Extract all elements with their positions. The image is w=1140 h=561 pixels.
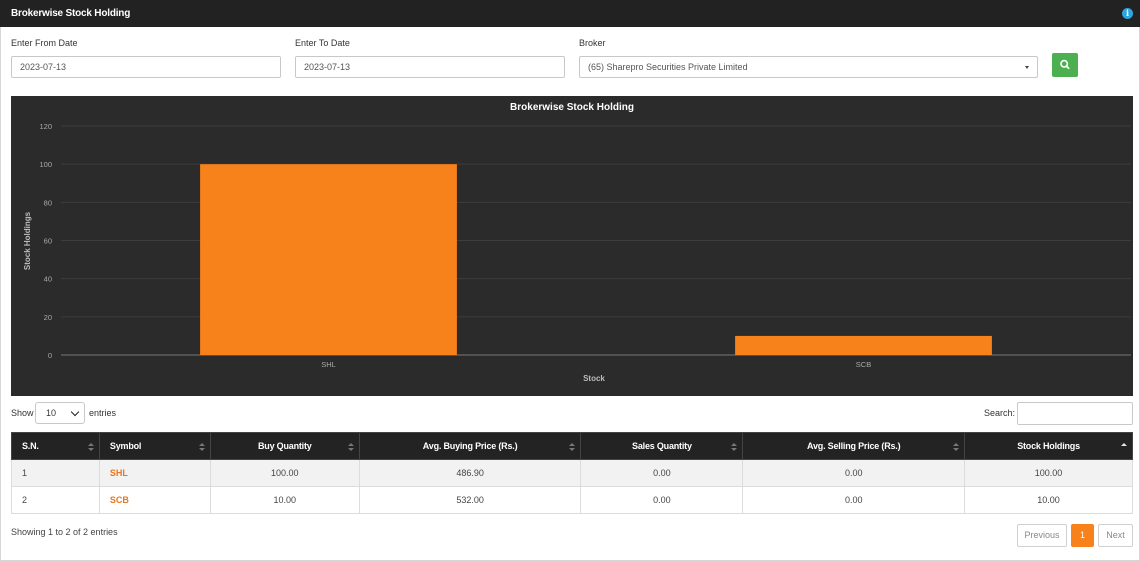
cell-stock-holdings: 10.00 — [964, 486, 1133, 514]
cell-avg-buying-price: 532.00 — [358, 486, 582, 514]
to-date-input[interactable]: 2023-07-13 — [295, 56, 565, 78]
table-search-input[interactable] — [1017, 402, 1133, 425]
y-tick-label: 60 — [44, 237, 52, 246]
column-header-avg-selling-price[interactable]: Avg. Selling Price (Rs.) — [742, 432, 966, 460]
x-axis-label: Stock — [583, 374, 605, 383]
cell-sn: 1 — [11, 459, 100, 487]
entries-select[interactable]: 10 — [35, 402, 85, 424]
entries-select-value: 10 — [46, 408, 57, 418]
cell-sales-quantity: 0.00 — [580, 459, 744, 487]
show-label: Show — [11, 408, 34, 418]
cell-sn: 2 — [11, 486, 100, 514]
sort-asc-icon — [1121, 443, 1127, 452]
broker-select[interactable]: (65) Sharepro Securities Private Limited — [579, 56, 1038, 78]
sort-icon — [198, 443, 205, 452]
column-header-sales-quantity[interactable]: Sales Quantity — [580, 432, 744, 460]
search-label: Search: — [984, 408, 1016, 418]
page-1-button[interactable]: 1 — [1071, 524, 1094, 547]
chart-title: Brokerwise Stock Holding — [510, 102, 634, 113]
caret-down-icon — [1025, 66, 1029, 69]
cell-avg-selling-price: 0.00 — [742, 459, 966, 487]
column-header-symbol[interactable]: Symbol — [98, 432, 211, 460]
sort-icon — [347, 443, 354, 452]
column-header-sn[interactable]: S.N. — [11, 432, 100, 460]
y-tick-label: 80 — [44, 198, 52, 207]
to-date-label: Enter To Date — [295, 38, 350, 48]
y-tick-label: 40 — [44, 275, 52, 284]
previous-button[interactable]: Previous — [1017, 524, 1067, 547]
cell-avg-buying-price: 486.90 — [358, 459, 582, 487]
sort-icon — [953, 443, 960, 452]
y-axis-label: Stock Holdings — [23, 211, 32, 270]
cell-stock-holdings: 100.00 — [964, 459, 1133, 487]
table-row: 1 SHL 100.00 486.90 0.00 0.00 100.00 — [11, 459, 1133, 487]
chart-tick-labels: 0 20 40 60 80 100 120 SHL SCB — [39, 122, 871, 369]
cell-sales-quantity: 0.00 — [580, 486, 744, 514]
table-info: Showing 1 to 2 of 2 entries — [11, 527, 118, 537]
stock-table: S.N. Symbol Buy Quantity Avg. Buying Pri… — [11, 432, 1133, 514]
table-header-row: S.N. Symbol Buy Quantity Avg. Buying Pri… — [11, 432, 1133, 460]
entries-label: entries — [89, 408, 117, 418]
column-header-stock-holdings[interactable]: Stock Holdings — [964, 432, 1133, 460]
cell-buy-quantity: 10.00 — [209, 486, 360, 514]
table-row: 2 SCB 10.00 532.00 0.00 0.00 10.00 — [11, 486, 1133, 514]
panel-title: Brokerwise Stock Holding — [11, 8, 131, 19]
sort-icon — [569, 443, 576, 452]
x-tick-label: SHL — [321, 360, 336, 369]
y-tick-label: 0 — [48, 351, 52, 360]
y-tick-label: 100 — [39, 160, 52, 169]
stock-holding-chart: Brokerwise Stock Holding Stock Holdings … — [11, 96, 1133, 396]
bar-scb[interactable] — [735, 335, 992, 355]
symbol-link[interactable]: SCB — [98, 486, 211, 514]
chevron-down-icon — [70, 407, 80, 417]
y-tick-label: 120 — [39, 122, 52, 131]
symbol-link[interactable]: SHL — [98, 459, 211, 487]
panel-header: Brokerwise Stock Holding i — [0, 0, 1140, 27]
chart-gridlines — [61, 125, 1131, 356]
info-icon[interactable]: i — [1122, 8, 1133, 19]
chart-bars — [200, 164, 992, 355]
broker-label: Broker — [579, 38, 606, 48]
bar-shl[interactable] — [200, 164, 457, 355]
x-tick-label: SCB — [856, 360, 871, 369]
column-header-buy-quantity[interactable]: Buy Quantity — [209, 432, 360, 460]
broker-select-value: (65) Sharepro Securities Private Limited — [588, 62, 748, 72]
sort-icon — [87, 443, 94, 452]
sort-icon — [731, 443, 738, 452]
column-header-avg-buying-price[interactable]: Avg. Buying Price (Rs.) — [358, 432, 582, 460]
search-icon — [1060, 59, 1070, 70]
from-date-label: Enter From Date — [11, 38, 78, 48]
from-date-input[interactable]: 2023-07-13 — [11, 56, 281, 78]
search-button[interactable] — [1052, 53, 1078, 77]
y-tick-label: 20 — [44, 313, 52, 322]
cell-avg-selling-price: 0.00 — [742, 486, 966, 514]
next-button[interactable]: Next — [1098, 524, 1133, 547]
cell-buy-quantity: 100.00 — [209, 459, 360, 487]
chart-svg: Brokerwise Stock Holding Stock Holdings … — [23, 102, 1131, 383]
